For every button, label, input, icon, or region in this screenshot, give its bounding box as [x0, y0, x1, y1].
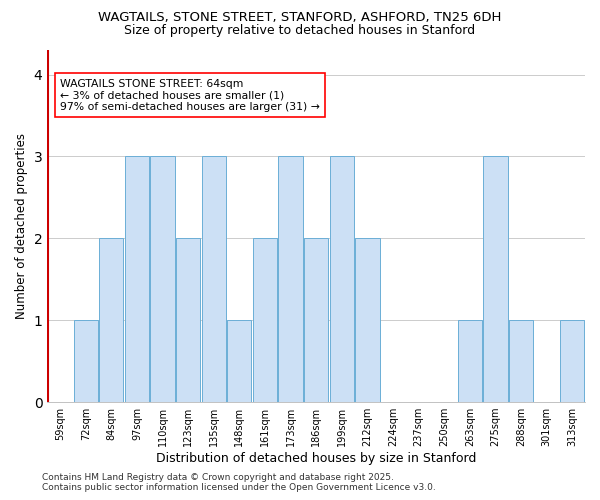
Bar — [202, 156, 226, 402]
Text: Size of property relative to detached houses in Stanford: Size of property relative to detached ho… — [124, 24, 476, 37]
Bar — [151, 156, 175, 402]
Bar — [483, 156, 508, 402]
Bar — [74, 320, 98, 402]
Bar — [176, 238, 200, 402]
Bar — [509, 320, 533, 402]
Bar — [560, 320, 584, 402]
Text: WAGTAILS STONE STREET: 64sqm
← 3% of detached houses are smaller (1)
97% of semi: WAGTAILS STONE STREET: 64sqm ← 3% of det… — [60, 78, 320, 112]
Bar — [458, 320, 482, 402]
Bar — [304, 238, 328, 402]
X-axis label: Distribution of detached houses by size in Stanford: Distribution of detached houses by size … — [156, 452, 476, 465]
Bar — [125, 156, 149, 402]
Text: Contains HM Land Registry data © Crown copyright and database right 2025.
Contai: Contains HM Land Registry data © Crown c… — [42, 473, 436, 492]
Bar — [99, 238, 124, 402]
Bar — [253, 238, 277, 402]
Bar — [355, 238, 380, 402]
Bar — [227, 320, 251, 402]
Y-axis label: Number of detached properties: Number of detached properties — [15, 133, 28, 319]
Text: WAGTAILS, STONE STREET, STANFORD, ASHFORD, TN25 6DH: WAGTAILS, STONE STREET, STANFORD, ASHFOR… — [98, 11, 502, 24]
Bar — [278, 156, 303, 402]
Bar — [329, 156, 354, 402]
